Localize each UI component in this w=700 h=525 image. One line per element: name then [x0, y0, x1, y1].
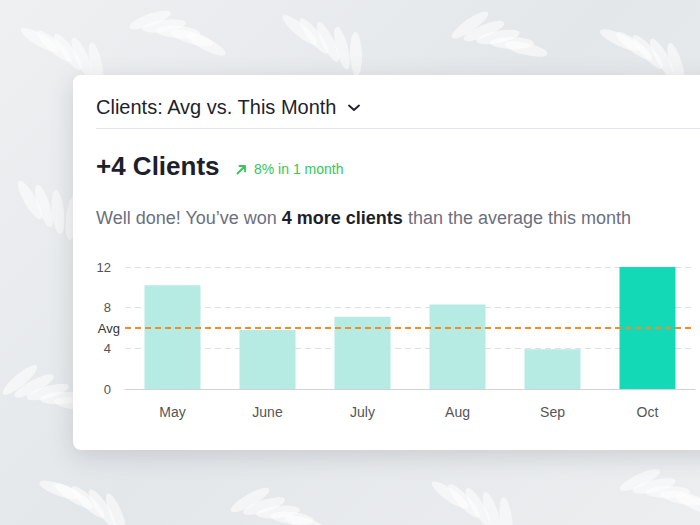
html-text:Well done! You’ve won 4 more c: Well done! You’ve won 4 more clients tha…	[96, 208, 631, 228]
svg-text:July: July	[350, 404, 375, 420]
svg-text:May: May	[159, 404, 185, 420]
svg-text:0: 0	[104, 382, 111, 397]
svg-text:Oct: Oct	[637, 404, 659, 420]
html-text:Clients: Avg vs. This Month: Clients: Avg vs. This Month	[96, 96, 337, 118]
html-text:+4 Clients: +4 Clients	[96, 151, 220, 181]
svg-text:June: June	[252, 404, 283, 420]
svg-text:Aug: Aug	[445, 404, 470, 420]
svg-text:Avg: Avg	[98, 321, 120, 336]
html-text:8% in 1 month: 8% in 1 month	[254, 161, 344, 177]
svg-text:8: 8	[104, 300, 111, 315]
svg-text:12: 12	[97, 260, 111, 275]
svg-text:Sep: Sep	[540, 404, 565, 420]
svg-text:4: 4	[104, 341, 111, 356]
